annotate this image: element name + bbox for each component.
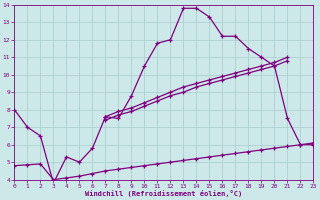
- X-axis label: Windchill (Refroidissement éolien,°C): Windchill (Refroidissement éolien,°C): [85, 190, 243, 197]
